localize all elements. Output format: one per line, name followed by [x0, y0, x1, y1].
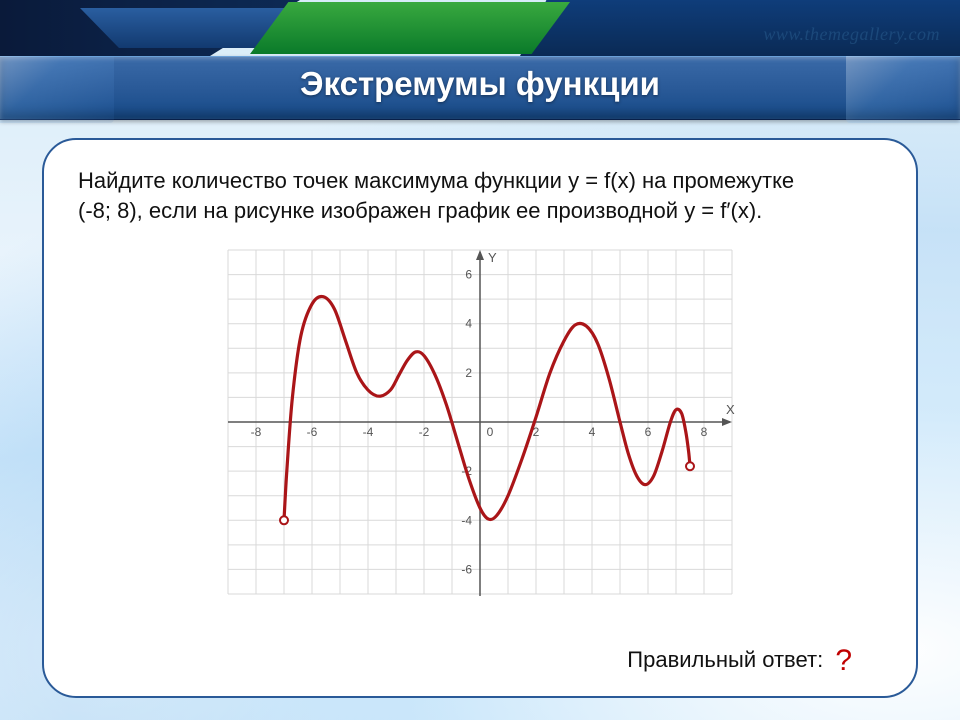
content-panel: Найдите количество точек максимума функц… [42, 138, 918, 698]
svg-text:-6: -6 [461, 562, 472, 576]
svg-text:6: 6 [645, 425, 652, 439]
svg-text:-4: -4 [461, 513, 472, 527]
svg-text:4: 4 [465, 317, 472, 331]
answer-value: ? [835, 644, 852, 677]
svg-text:-4: -4 [363, 425, 374, 439]
derivative-chart: -8-6-4-22468-6-4-22460XY [210, 232, 750, 612]
svg-text:8: 8 [701, 425, 708, 439]
slide-title: Экстремумы функции [0, 65, 960, 103]
chart-svg: -8-6-4-22468-6-4-22460XY [210, 232, 750, 612]
svg-text:2: 2 [465, 366, 472, 380]
question-text: Найдите количество точек максимума функц… [78, 166, 882, 225]
svg-text:-2: -2 [419, 425, 430, 439]
svg-text:6: 6 [465, 268, 472, 282]
question-line-2: (-8; 8), если на рисунке изображен графи… [78, 198, 762, 223]
svg-text:-8: -8 [251, 425, 262, 439]
answer-label: Правильный ответ: [627, 647, 823, 672]
svg-text:4: 4 [589, 425, 596, 439]
svg-text:X: X [726, 402, 735, 417]
svg-text:-6: -6 [307, 425, 318, 439]
slide-root: www.themegallery.com Экстремумы функции … [0, 0, 960, 720]
svg-text:Y: Y [488, 250, 497, 265]
svg-text:0: 0 [487, 425, 494, 439]
header-shape-green [250, 2, 570, 54]
title-bar: Экстремумы функции [0, 56, 960, 120]
question-line-1: Найдите количество точек максимума функц… [78, 168, 794, 193]
watermark-text: www.themegallery.com [763, 24, 940, 45]
answer-line: Правильный ответ: ? [627, 644, 852, 678]
